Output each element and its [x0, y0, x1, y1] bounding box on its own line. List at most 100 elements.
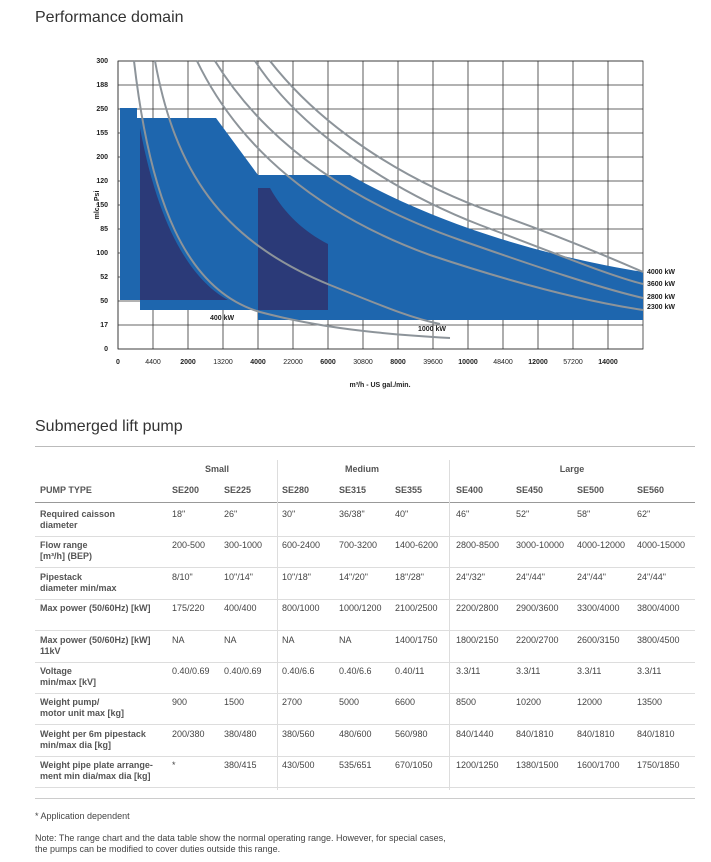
- y-axis-label: mlc - Psi: [94, 191, 101, 220]
- y-tick-label: 85: [100, 226, 108, 233]
- x-tick-label: 14000: [598, 359, 618, 366]
- table-cell: 800/1000: [282, 603, 320, 614]
- table-cell: 8500: [456, 697, 477, 708]
- table-cell: 840/1810: [637, 728, 675, 739]
- table-cell: 3300/4000: [577, 603, 620, 614]
- table-cell: 1400/1750: [395, 634, 438, 645]
- table-cell: 480/600: [339, 728, 372, 739]
- table-cell: 4000-15000: [637, 540, 686, 551]
- table-cell: 58": [577, 509, 591, 519]
- table-cell: NA: [282, 634, 295, 645]
- column-header: SE280: [282, 485, 310, 495]
- table-cell: 2200/2700: [516, 634, 559, 645]
- table-cell: 24"/44": [516, 571, 545, 582]
- table-cell: 1000/1200: [339, 603, 382, 614]
- table-cell: 300-1000: [224, 540, 263, 551]
- table-cell: 700-3200: [339, 540, 378, 551]
- curve-label: 3600 kW: [647, 281, 675, 288]
- curve-label: 4000 kW: [647, 269, 675, 276]
- column-header: SE200: [172, 485, 200, 495]
- x-tick-label: 8000: [390, 359, 406, 366]
- table-cell: 46": [456, 509, 470, 519]
- y-tick-label: 52: [100, 274, 108, 281]
- y-tick-label: 50: [100, 298, 108, 305]
- ranges: [120, 108, 643, 320]
- power-curve: [269, 60, 644, 273]
- table-cell: 1380/1500: [516, 760, 559, 771]
- chart: 400 kW 1000 kW 4000 kW 3600 kW 2800 kW 2300 k…: [94, 58, 676, 389]
- table-cell: 430/500: [282, 760, 315, 771]
- table-cell: 8/10": [172, 571, 193, 582]
- table-cell: 1400-6200: [395, 540, 439, 551]
- x-tick-label: 4000: [250, 359, 266, 366]
- note: Note: The range chart and the data table…: [35, 833, 446, 854]
- y-tick-label: 155: [96, 130, 108, 137]
- column-header: SE400: [456, 485, 484, 495]
- x-tick-label: 0: [116, 359, 120, 366]
- row-rule: [35, 567, 695, 569]
- x-tick-label: 48400: [493, 359, 513, 366]
- range-area-dark: [258, 188, 328, 310]
- row-rule: [35, 724, 695, 726]
- x-tick-label: 13200: [213, 359, 233, 366]
- table-cell: 535/651: [339, 760, 372, 771]
- power-curves: [133, 60, 644, 339]
- table-cell: 24"/44": [637, 571, 666, 582]
- power-curve: [214, 60, 644, 299]
- table-cell: 0.40/6.6: [339, 666, 372, 676]
- table-cell: 0.40/0.69: [172, 666, 210, 676]
- x-tick-label: 22000: [283, 359, 303, 366]
- table-cell: NA: [172, 634, 185, 645]
- table-cell: 30": [282, 509, 296, 519]
- table-cell: 10"/18": [282, 571, 311, 582]
- section-title: Submerged lift pump: [35, 418, 183, 435]
- table-cell: 840/1810: [577, 728, 615, 739]
- table-cell: 200/380: [172, 728, 205, 739]
- divider: [35, 446, 695, 447]
- table-cell: 2900/3600: [516, 603, 559, 614]
- table-cell: 13500: [637, 697, 663, 708]
- table-cell: 600-2400: [282, 540, 321, 551]
- column-divider: [277, 460, 278, 790]
- table-cell: 3800/4000: [637, 603, 680, 614]
- y-tick-label: 188: [96, 82, 108, 89]
- table-cell: 3.3/11: [577, 666, 602, 676]
- row-rule: [35, 536, 695, 537]
- y-tick-label: 100: [96, 250, 108, 257]
- divider: [35, 798, 695, 799]
- x-tick-label: 12000: [528, 359, 548, 366]
- table-cell: 18": [172, 509, 186, 519]
- power-curve: [154, 60, 441, 325]
- table-cell: 3.3/11: [516, 666, 541, 676]
- table-cell: 0.40/0.69: [224, 666, 262, 676]
- table-cell: 400/400: [224, 603, 257, 614]
- table-cell: 3800/4500: [637, 634, 680, 645]
- table-cell: 14"/20": [339, 571, 368, 582]
- table-cell: 4000-12000: [577, 540, 626, 551]
- column-divider: [449, 460, 450, 790]
- row-label: Weight pipe plate arrange- ment min dia/…: [40, 760, 153, 782]
- table-cell: *: [172, 760, 176, 771]
- table-cell: 6600: [395, 697, 416, 708]
- table-cell: 380/415: [224, 760, 257, 771]
- table-cell: 3.3/11: [456, 666, 481, 676]
- range-area: [120, 108, 643, 320]
- table-cell: 2700: [282, 697, 303, 708]
- table-cell: 380/480: [224, 728, 257, 739]
- footnote: * Application dependent: [35, 811, 130, 821]
- column-header: SE355: [395, 485, 423, 495]
- table-cell: 2200/2800: [456, 603, 499, 614]
- row-rule: [35, 661, 695, 663]
- table-cell: 5000: [339, 697, 360, 708]
- y-tick-label: 120: [96, 178, 108, 185]
- table-cell: 1600/1700: [577, 760, 620, 771]
- power-curve: [254, 60, 644, 285]
- x-tick-label: 6000: [320, 359, 336, 366]
- y-tick-label: 150: [96, 202, 108, 209]
- table-cell: 1800/2150: [456, 634, 499, 645]
- table-cell: 200-500: [172, 540, 206, 551]
- table-cell: 560/980: [395, 728, 428, 739]
- group-label: Large: [559, 464, 585, 474]
- chart-title: Performance domain: [35, 9, 184, 26]
